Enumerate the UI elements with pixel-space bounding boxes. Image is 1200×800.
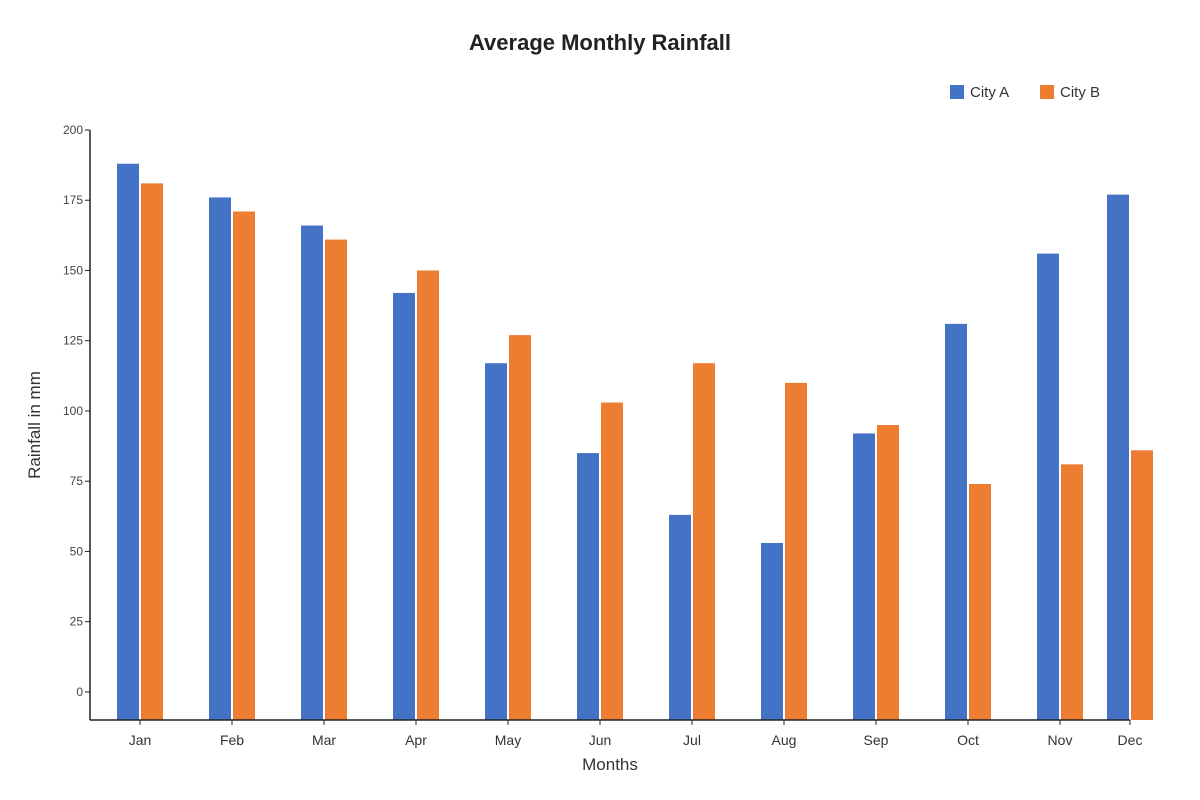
x-tick-label-mar: Mar bbox=[312, 732, 336, 748]
y-tick-label-125: 125 bbox=[63, 334, 83, 348]
bar-city-b-apr[interactable] bbox=[417, 270, 439, 720]
x-tick-label-oct: Oct bbox=[957, 732, 979, 748]
bar-city-a-mar[interactable] bbox=[301, 225, 323, 720]
x-axis-title: Months bbox=[582, 755, 638, 774]
legend-swatch-city-b bbox=[1040, 85, 1054, 99]
y-tick-label-50: 50 bbox=[70, 544, 84, 558]
bar-city-b-feb[interactable] bbox=[233, 211, 255, 720]
x-tick-label-feb: Feb bbox=[220, 732, 244, 748]
bar-city-a-apr[interactable] bbox=[393, 292, 415, 720]
chart-title: Average Monthly Rainfall bbox=[469, 30, 731, 55]
x-tick-label-jul: Jul bbox=[683, 732, 701, 748]
legend-swatch-city-a bbox=[950, 85, 964, 99]
y-tick-label-75: 75 bbox=[70, 474, 84, 488]
bar-city-b-jan[interactable] bbox=[141, 183, 163, 720]
x-tick-label-apr: Apr bbox=[405, 732, 427, 748]
bar-city-a-jun[interactable] bbox=[577, 453, 599, 720]
bar-city-a-feb[interactable] bbox=[209, 197, 231, 720]
x-tick-label-sep: Sep bbox=[864, 732, 889, 748]
bars bbox=[117, 163, 1153, 721]
bar-city-b-oct[interactable] bbox=[969, 484, 991, 720]
bar-city-b-jul[interactable] bbox=[693, 363, 715, 720]
y-tick-label-100: 100 bbox=[63, 404, 83, 418]
x-tick-label-dec: Dec bbox=[1118, 732, 1143, 748]
x-tick-label-may: May bbox=[495, 732, 521, 748]
y-tick-label-25: 25 bbox=[70, 615, 84, 629]
bar-city-a-oct[interactable] bbox=[945, 323, 967, 720]
x-tick-label-jan: Jan bbox=[129, 732, 152, 748]
y-axis-title: Rainfall in mm bbox=[25, 371, 44, 479]
bar-city-a-dec[interactable] bbox=[1107, 194, 1129, 721]
legend-label-city-a: City A bbox=[970, 84, 1009, 101]
legend: City A City B bbox=[950, 84, 1100, 101]
y-tick-label-150: 150 bbox=[63, 263, 83, 277]
bar-city-a-nov[interactable] bbox=[1037, 253, 1059, 720]
legend-label-city-b: City B bbox=[1060, 84, 1100, 101]
bar-city-b-aug[interactable] bbox=[785, 382, 807, 720]
y-tick-label-0: 0 bbox=[76, 685, 83, 699]
x-tick-label-nov: Nov bbox=[1048, 732, 1073, 748]
bar-city-b-dec[interactable] bbox=[1131, 450, 1153, 720]
bar-city-b-nov[interactable] bbox=[1061, 464, 1083, 720]
x-tick-label-jun: Jun bbox=[589, 732, 612, 748]
bar-city-a-may[interactable] bbox=[485, 363, 507, 720]
x-tick-label-aug: Aug bbox=[772, 732, 797, 748]
bar-city-a-aug[interactable] bbox=[761, 543, 783, 720]
bar-city-a-jul[interactable] bbox=[669, 514, 691, 720]
bar-city-b-may[interactable] bbox=[509, 335, 531, 720]
bar-city-b-sep[interactable] bbox=[877, 425, 899, 720]
bar-city-a-jan[interactable] bbox=[117, 163, 139, 720]
y-axis-ticks: 0 25 50 75 100 125 150 175 200 bbox=[63, 123, 90, 699]
y-tick-label-175: 175 bbox=[63, 193, 83, 207]
bar-city-b-mar[interactable] bbox=[325, 239, 347, 721]
x-axis-ticks: Jan Feb Mar Apr May Jun Jul Aug Sep Oct Nov Dec bbox=[129, 720, 1143, 748]
y-tick-label-200: 200 bbox=[63, 123, 83, 137]
bar-city-a-sep[interactable] bbox=[853, 433, 875, 720]
bar-city-b-jun[interactable] bbox=[601, 402, 623, 720]
